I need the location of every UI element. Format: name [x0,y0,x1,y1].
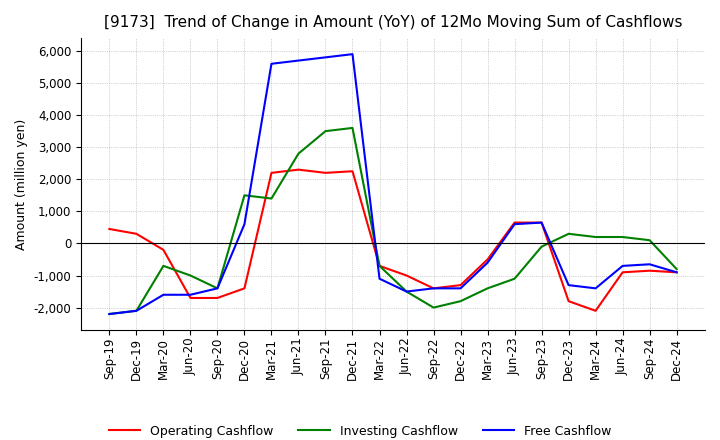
Free Cashflow [321,55,330,60]
Investing Cashflow [105,312,114,317]
Investing Cashflow [159,263,168,268]
Line: Free Cashflow: Free Cashflow [109,54,677,314]
Title: [9173]  Trend of Change in Amount (YoY) of 12Mo Moving Sum of Cashflows: [9173] Trend of Change in Amount (YoY) o… [104,15,683,30]
Operating Cashflow [213,295,222,301]
Free Cashflow [105,312,114,317]
Operating Cashflow [429,286,438,291]
Investing Cashflow [321,128,330,134]
Free Cashflow [483,260,492,265]
Operating Cashflow [672,270,681,275]
Free Cashflow [375,276,384,281]
Operating Cashflow [510,220,519,225]
Investing Cashflow [510,276,519,281]
Free Cashflow [456,286,465,291]
Free Cashflow [591,286,600,291]
Free Cashflow [645,262,654,267]
Free Cashflow [348,51,357,57]
Free Cashflow [672,270,681,275]
Line: Operating Cashflow: Operating Cashflow [109,170,677,311]
Free Cashflow [186,292,194,297]
Operating Cashflow [375,263,384,268]
Investing Cashflow [267,196,276,201]
Investing Cashflow [213,286,222,291]
Investing Cashflow [294,151,303,156]
Investing Cashflow [537,244,546,249]
Operating Cashflow [618,270,627,275]
Investing Cashflow [375,263,384,268]
Investing Cashflow [240,193,249,198]
Investing Cashflow [456,298,465,304]
Free Cashflow [429,286,438,291]
Investing Cashflow [618,235,627,240]
Operating Cashflow [456,282,465,288]
Operating Cashflow [564,298,573,304]
Free Cashflow [537,220,546,225]
Operating Cashflow [348,169,357,174]
Y-axis label: Amount (million yen): Amount (million yen) [15,118,28,250]
Line: Investing Cashflow: Investing Cashflow [109,128,677,314]
Operating Cashflow [159,247,168,253]
Operating Cashflow [240,286,249,291]
Investing Cashflow [591,235,600,240]
Investing Cashflow [132,308,140,313]
Investing Cashflow [645,238,654,243]
Investing Cashflow [429,305,438,310]
Operating Cashflow [267,170,276,176]
Investing Cashflow [483,286,492,291]
Operating Cashflow [402,273,411,278]
Free Cashflow [564,282,573,288]
Investing Cashflow [402,289,411,294]
Free Cashflow [294,58,303,63]
Operating Cashflow [591,308,600,313]
Operating Cashflow [321,170,330,176]
Free Cashflow [213,286,222,291]
Free Cashflow [267,61,276,66]
Operating Cashflow [537,220,546,225]
Investing Cashflow [186,273,194,278]
Operating Cashflow [132,231,140,236]
Legend: Operating Cashflow, Investing Cashflow, Free Cashflow: Operating Cashflow, Investing Cashflow, … [104,420,616,440]
Investing Cashflow [348,125,357,131]
Operating Cashflow [483,257,492,262]
Free Cashflow [240,222,249,227]
Free Cashflow [402,289,411,294]
Operating Cashflow [294,167,303,172]
Investing Cashflow [564,231,573,236]
Free Cashflow [132,308,140,313]
Free Cashflow [159,292,168,297]
Operating Cashflow [105,226,114,231]
Operating Cashflow [186,295,194,301]
Free Cashflow [618,263,627,268]
Operating Cashflow [645,268,654,273]
Investing Cashflow [672,267,681,272]
Free Cashflow [510,222,519,227]
